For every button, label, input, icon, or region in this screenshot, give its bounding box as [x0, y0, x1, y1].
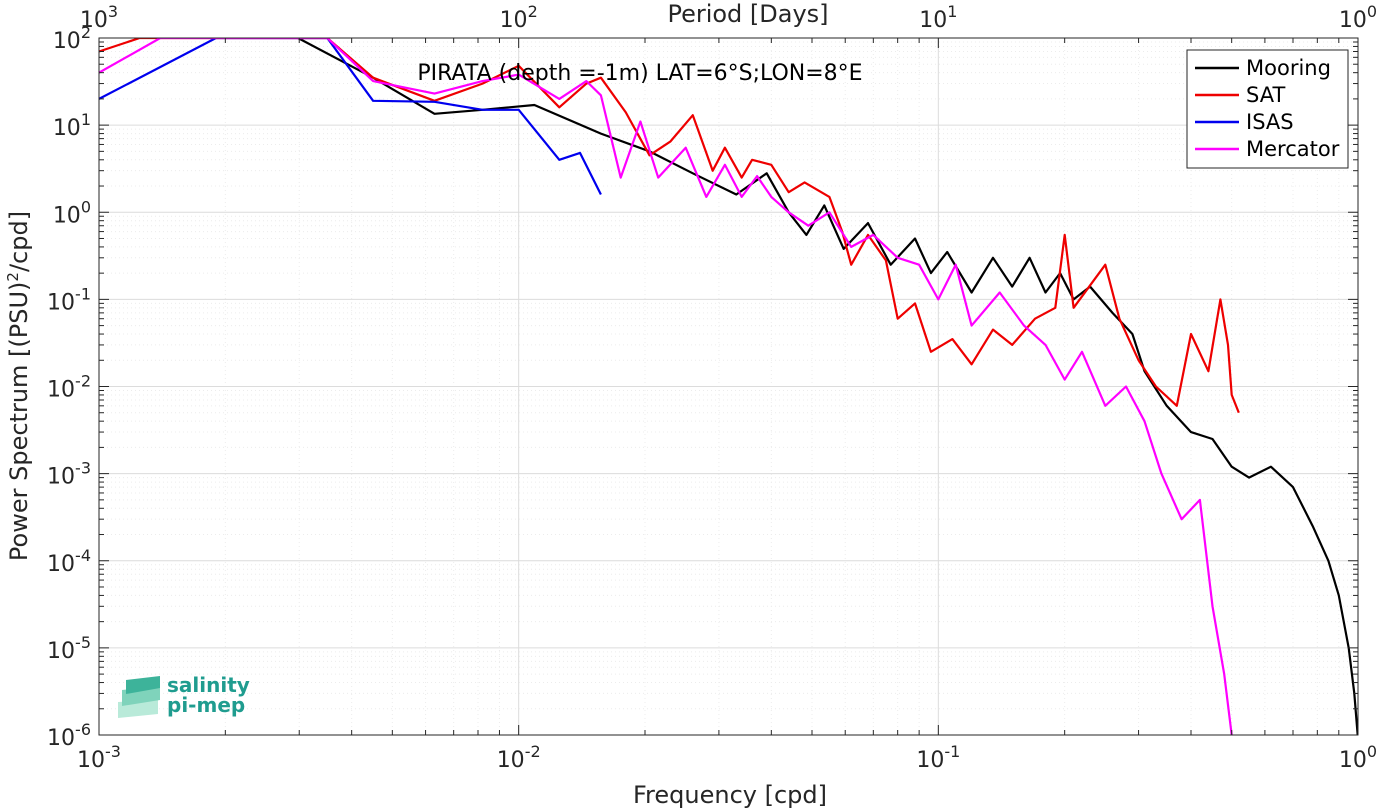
legend-label-mercator: Mercator — [1246, 137, 1340, 161]
chart-title: PIRATA (depth =-1m) LAT=6°S;LON=8°E — [417, 61, 862, 86]
series-line-mercator — [99, 38, 1233, 735]
y-axis-title: Power Spectrum [(PSU)2/cpd] — [4, 211, 33, 561]
x-tick-label: 100 — [1339, 742, 1377, 773]
top-tick-label: 102 — [500, 2, 538, 33]
y-tick-label: 101 — [53, 110, 91, 141]
y-tick-label: 10-6 — [47, 720, 91, 751]
top-tick-label: 101 — [919, 2, 957, 33]
top-tick-label: 103 — [80, 2, 118, 33]
legend-label-sat: SAT — [1246, 83, 1285, 107]
top-axis-title: Period [Days] — [667, 0, 828, 28]
salinity-pi-mep-logo: salinity pi-mep — [118, 673, 250, 718]
legend: Mooring SAT ISAS Mercator — [1186, 49, 1349, 169]
legend-label-mooring: Mooring — [1246, 56, 1331, 80]
series-group — [99, 38, 1358, 735]
plot-area — [99, 38, 1358, 735]
logo-line1: salinity — [167, 673, 250, 697]
logo-line2: pi-mep — [167, 693, 245, 717]
y-tick-label: 10-3 — [47, 459, 91, 490]
y-tick-label: 10-4 — [47, 546, 91, 577]
y-tick-label: 10-5 — [47, 633, 91, 664]
x-tick-label: 10-1 — [916, 742, 960, 773]
ticks — [98, 38, 1358, 736]
series-line-sat — [99, 38, 1240, 414]
y-tick-label: 10-1 — [47, 284, 91, 315]
legend-label-isas: ISAS — [1246, 110, 1294, 134]
series-line-mooring — [297, 38, 1358, 735]
y-tick-label: 10-2 — [47, 372, 91, 403]
series-line-isas — [99, 38, 602, 195]
x-axis-title: Frequency [cpd] — [633, 781, 827, 809]
x-tick-label: 10-2 — [497, 742, 541, 773]
top-tick-label: 100 — [1339, 2, 1377, 33]
x-tick-label: 10-3 — [77, 742, 121, 773]
y-tick-label: 100 — [53, 197, 91, 228]
y-tick-label: 102 — [53, 23, 91, 54]
